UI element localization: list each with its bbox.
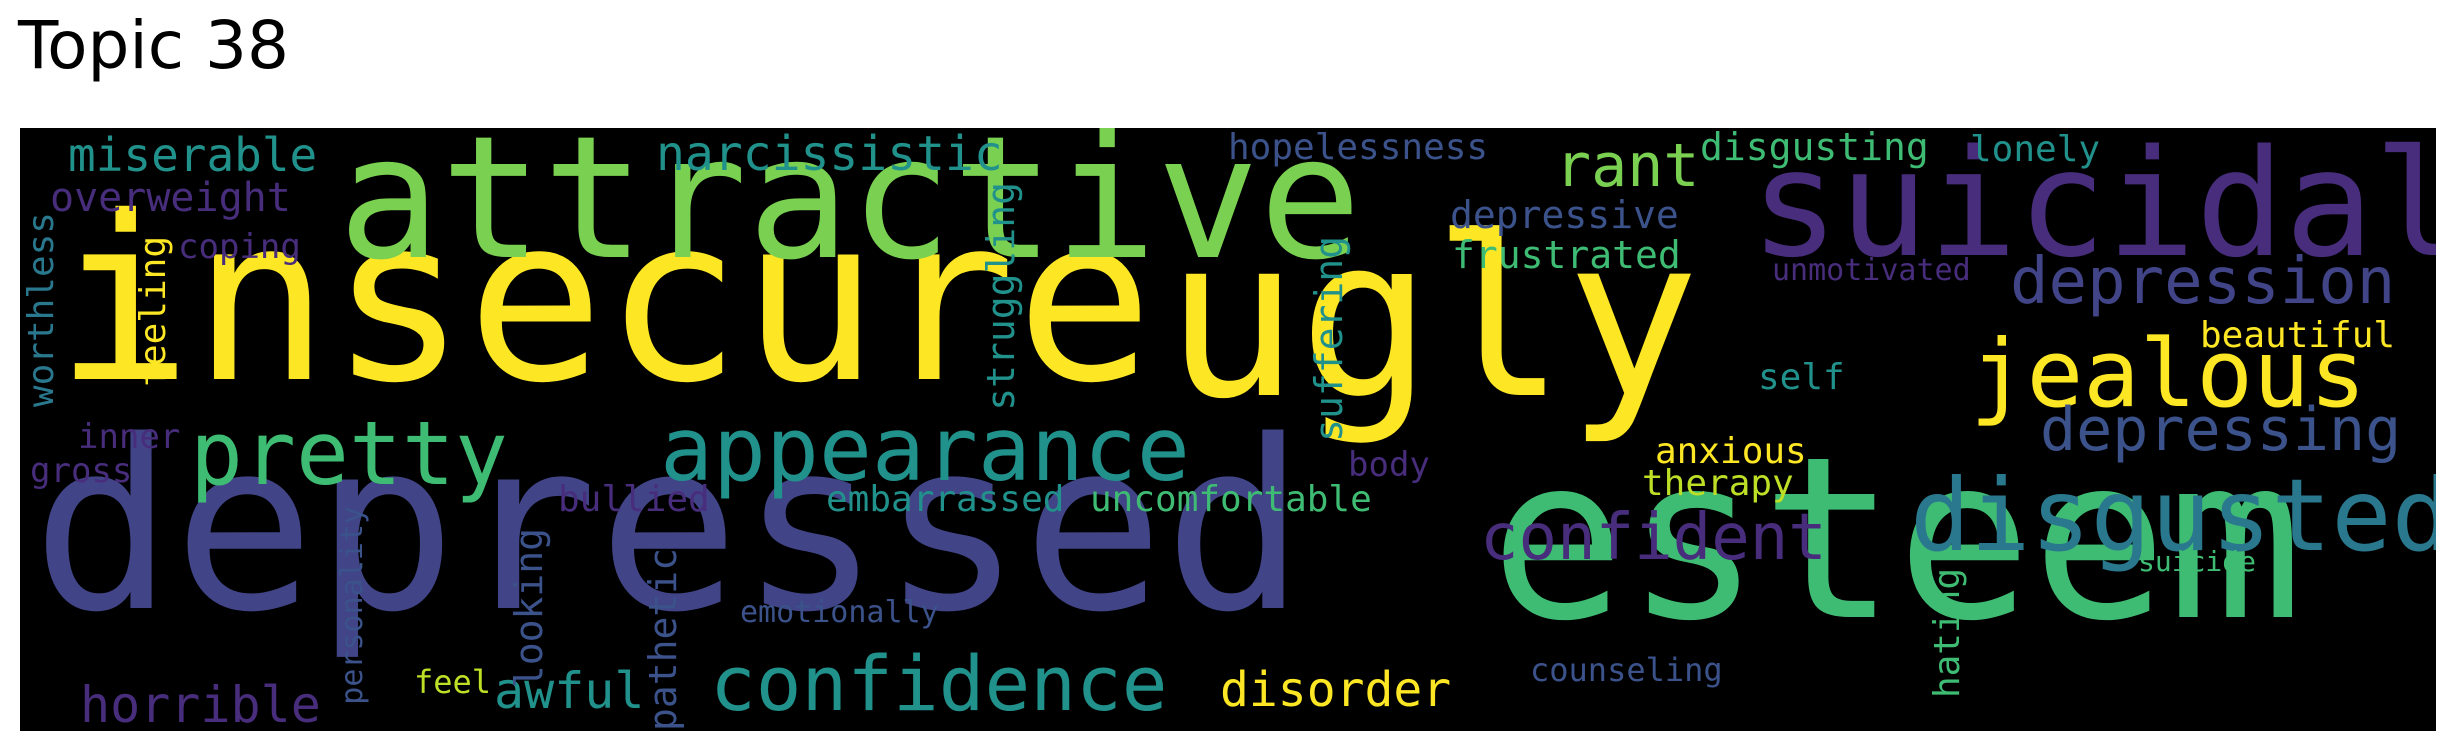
word-miserable: miserable: [68, 128, 318, 182]
word-suicide: suicide: [2138, 545, 2257, 578]
word-worthless: worthless: [21, 212, 62, 408]
word-looking: looking: [507, 528, 551, 689]
word-pathetic: pathetic: [641, 548, 685, 731]
word-attractive: attractive: [338, 128, 1362, 298]
word-confidence: confidence: [710, 639, 1168, 728]
word-self: self: [1758, 357, 1845, 398]
word-jealous: jealous: [1970, 320, 2367, 429]
word-disorder: disorder: [1220, 662, 1452, 718]
word-body: body: [1348, 445, 1430, 485]
word-horrible: horrible: [80, 676, 321, 731]
figure-title: Topic 38: [18, 7, 289, 84]
word-awful: awful: [494, 662, 645, 720]
word-counseling: counseling: [1530, 651, 1723, 689]
word-depressive: depressive: [1450, 193, 1679, 237]
word-depression: depression: [2010, 245, 2396, 319]
word-unmotivated: unmotivated: [1772, 253, 1971, 288]
word-narcissistic: narcissistic: [656, 128, 1003, 182]
word-ugly: ugly: [1165, 190, 1700, 448]
word-anxious: anxious: [1655, 431, 1807, 472]
word-rant: rant: [1555, 131, 1700, 201]
word-inner: inner: [78, 417, 181, 457]
word-confident: confident: [1480, 501, 1827, 575]
word-suffering: suffering: [1307, 236, 1351, 442]
word-depressed: depressed: [32, 391, 1306, 664]
word-suicidal: suicidal: [1750, 128, 2436, 290]
word-therapy: therapy: [1642, 463, 1794, 504]
word-uncomfortable: uncomfortable: [1090, 479, 1372, 520]
word-coping: coping: [178, 227, 301, 267]
word-embarrassed: embarrassed: [826, 479, 1065, 520]
word-esteem: esteem: [1490, 409, 2303, 671]
word-frustrated: frustrated: [1452, 233, 1681, 277]
word-lonely: lonely: [1970, 129, 2101, 170]
word-feeling: feeling: [133, 236, 174, 388]
word-struggling: struggling: [979, 182, 1023, 411]
word-disgusted: disgusted: [1910, 457, 2436, 574]
word-pretty: pretty: [190, 402, 508, 505]
word-personality: personality: [335, 506, 370, 705]
word-cloud: insecure ugly depressed esteem attractiv…: [20, 128, 2436, 731]
word-bullied: bullied: [558, 479, 710, 520]
word-hating: hating: [1927, 568, 1968, 699]
word-gross: gross: [30, 451, 133, 491]
word-depressing: depressing: [2040, 395, 2402, 465]
word-overweight: overweight: [50, 175, 291, 221]
word-hopelessness: hopelessness: [1228, 128, 1489, 168]
word-insecure: insecure: [55, 167, 1154, 433]
word-appearance: appearance: [660, 398, 1190, 501]
word-disgusting: disgusting: [1700, 128, 1929, 169]
word-beautiful: beautiful: [2200, 315, 2396, 356]
word-feel: feel: [414, 663, 492, 701]
word-emotionally: emotionally: [740, 595, 939, 630]
